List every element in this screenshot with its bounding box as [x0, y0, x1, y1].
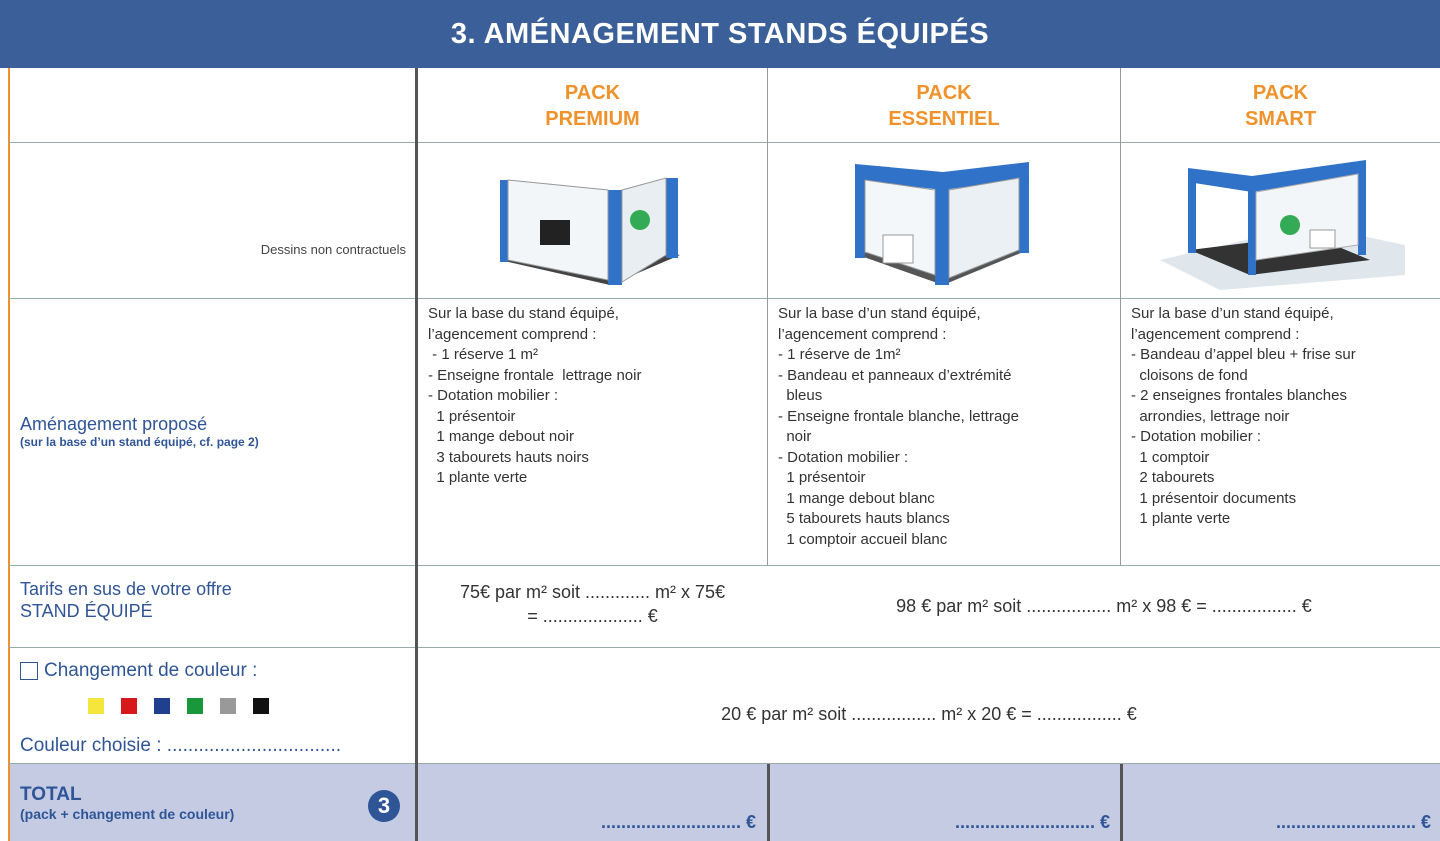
total-amount: ............................ € — [600, 812, 756, 832]
amenagement-label-block: Aménagement proposé (sur la base d’un st… — [20, 413, 410, 449]
description-line: 1 présentoir — [428, 407, 516, 425]
swatch[interactable] — [187, 698, 203, 714]
description-line: - Dotation mobilier : — [1131, 428, 1262, 445]
row-divider — [8, 142, 1440, 143]
description-line: 1 mange debout blanc — [778, 489, 935, 507]
couleur-chosen: Couleur choisie : ......................… — [20, 735, 341, 756]
price-line: 75€ par m² soit ............. m² x 75€ — [459, 582, 726, 602]
pack-line: PACK — [1252, 82, 1309, 104]
color-swatches — [88, 698, 269, 714]
description-line: - Enseigne frontale lettrage noir — [428, 366, 642, 384]
couleur-price: 20 € par m² soit ................. m² x … — [721, 704, 1137, 724]
description: Sur la base d’un stand équipé, l’agenceme… — [778, 304, 1118, 550]
description-line: bleus — [778, 387, 823, 404]
description-line: - 2 enseignes frontales blanches — [1131, 387, 1347, 404]
pack-line: PACK — [916, 82, 972, 104]
description-line: 5 tabourets hauts blancs — [778, 510, 950, 527]
badge: 3 — [368, 790, 400, 822]
col-divider — [767, 68, 768, 565]
pack-name: PREMIUM — [545, 108, 640, 130]
row-divider — [8, 647, 1440, 648]
description-line: Sur la base d’un stand équipé, — [778, 305, 981, 322]
description-line: noir — [778, 428, 812, 445]
stand-image — [855, 162, 1029, 285]
left-border — [8, 68, 10, 841]
description-line: - 1 réserve de 1m² — [778, 346, 901, 363]
description: Sur la base d’un stand équipé, l’agenceme… — [1131, 304, 1436, 530]
swatch[interactable] — [88, 698, 104, 714]
pack-header: PACK SMART — [1121, 80, 1440, 132]
pack-name: SMART — [1244, 108, 1317, 130]
price-line: = .................... € — [527, 606, 658, 626]
swatch[interactable] — [154, 698, 170, 714]
row-divider — [8, 298, 1440, 299]
stand-image — [1160, 160, 1405, 290]
total-label: TOTAL — [20, 784, 82, 805]
couleur-label: Changement de couleur : — [44, 660, 258, 681]
description-line: 1 présentoir documents — [1131, 489, 1297, 507]
description-line: l’agencement comprend : — [778, 325, 947, 343]
description-line: - Dotation mobilier : — [428, 387, 559, 404]
amenagement-sublabel: (sur la base d’un stand équipé, cf. page… — [20, 435, 259, 449]
disclaimer: Dessins non contractuels — [260, 242, 406, 257]
col-divider — [415, 68, 418, 841]
pack-line: PACK — [564, 82, 621, 104]
description: Sur la base du stand équipé, l’agencement… — [428, 304, 763, 489]
description-line: l’agencement comprend : — [1131, 325, 1300, 343]
description-line: 1 plante verte — [428, 469, 528, 486]
description-line: Sur la base d’un stand équipé, — [1131, 305, 1334, 322]
pack-name: ESSENTIEL — [888, 108, 1000, 130]
tarifs-label-line: Tarifs en sus de votre offre — [20, 579, 232, 599]
description-line: 2 tabourets — [1131, 469, 1215, 486]
swatch[interactable] — [220, 698, 236, 714]
pack-header: PACK PREMIUM — [418, 80, 767, 132]
swatch[interactable] — [253, 698, 269, 714]
description-line: 1 comptoir — [1131, 448, 1210, 466]
description-line: 1 mange debout noir — [428, 428, 574, 445]
total-sublabel: (pack + changement de couleur) — [20, 806, 235, 822]
description-line: - Bandeau d’appel bleu + frise sur — [1131, 346, 1356, 363]
col-divider — [1120, 764, 1123, 841]
stand-image — [500, 177, 680, 285]
description-line: Sur la base du stand équipé, — [428, 305, 619, 322]
tarifs-label-line: STAND ÉQUIPÉ — [20, 601, 153, 621]
total-amount: ............................ € — [954, 812, 1110, 832]
description-line: - Bandeau et panneaux d’extrémité — [778, 366, 1012, 384]
swatch[interactable] — [121, 698, 137, 714]
couleur-option: Changement de couleur : — [20, 660, 257, 682]
description-line: - Enseigne frontale blanche, lettrage — [778, 407, 1019, 425]
description-line: 1 présentoir — [778, 469, 866, 486]
description-line: 1 comptoir accueil blanc — [778, 530, 948, 548]
total-amount: ............................ € — [1275, 812, 1431, 832]
row-divider — [8, 565, 1440, 566]
col-divider — [767, 764, 770, 841]
amenagement-label: Aménagement proposé — [20, 414, 208, 434]
description-line: - Dotation mobilier : — [778, 448, 909, 466]
total-label-block: TOTAL (pack + changement de couleur) — [20, 784, 234, 822]
row-divider — [8, 763, 1440, 764]
description-line: cloisons de fond — [1131, 366, 1248, 384]
premium-price: 75€ par m² soit ............. m² x 75€ =… — [418, 580, 767, 628]
col-divider — [1120, 68, 1121, 565]
description-line: arrondies, lettrage noir — [1131, 407, 1290, 425]
description-line: l’agencement comprend : — [428, 325, 597, 343]
description-line: 1 plante verte — [1131, 510, 1231, 527]
total-background — [10, 764, 1440, 841]
description-line: - 1 réserve 1 m² — [428, 346, 539, 363]
checkbox[interactable] — [20, 662, 38, 680]
pack-header: PACK ESSENTIEL — [768, 80, 1120, 132]
tarifs-label: Tarifs en sus de votre offre STAND ÉQUIP… — [20, 578, 410, 622]
description-line: 3 tabourets hauts noirs — [428, 448, 589, 466]
other-price: 98 € par m² soit ................. m² x … — [896, 596, 1312, 616]
header-title: 3. AMÉNAGEMENT STANDS ÉQUIPÉS — [0, 0, 1440, 68]
